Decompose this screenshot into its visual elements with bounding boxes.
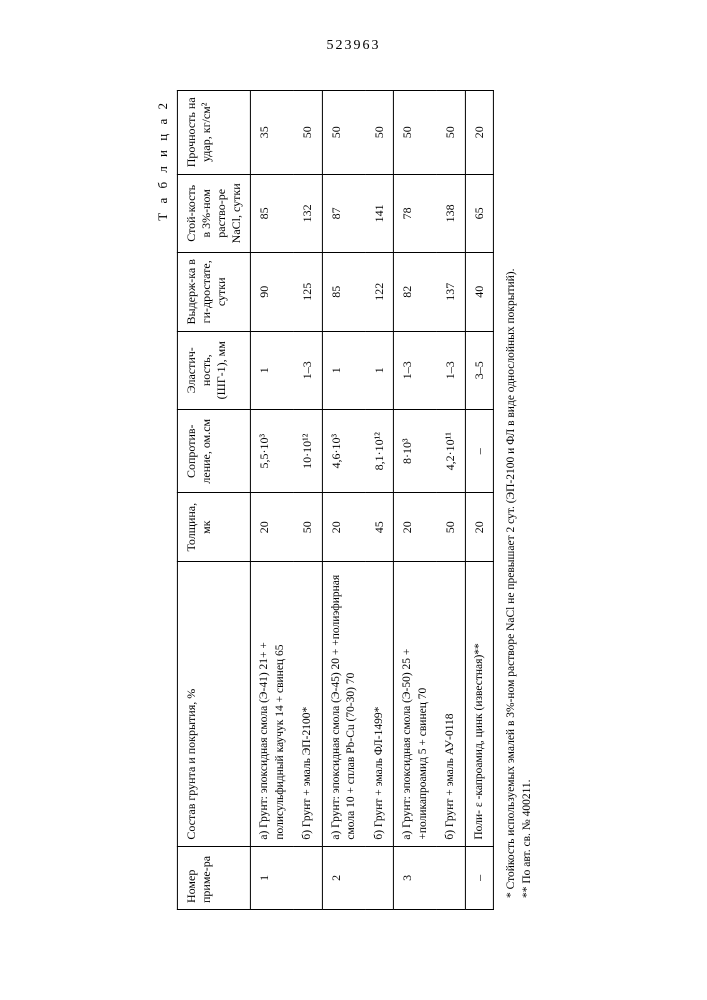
impact-cell: 50	[322, 91, 366, 175]
footnote-2: ** По авт. св. № 400211.	[520, 90, 536, 898]
impact-cell: 20	[465, 91, 494, 175]
impact-cell: 50	[437, 91, 465, 175]
example-number: 1	[250, 846, 322, 909]
col-header-thickness: Толщина, мк	[177, 493, 250, 561]
elasticity-cell: 1–3	[394, 331, 438, 409]
col-header-nacl: Стой-кость в 3%-ном раство-ре NaCl, сутк…	[177, 174, 250, 252]
example-number: 2	[322, 846, 394, 909]
thickness-cell: 20	[394, 493, 438, 561]
data-table: Номер приме-ра Состав грунта и покрытия,…	[177, 90, 494, 910]
page-number: 523963	[327, 38, 381, 54]
resistance-cell: 10·10¹²	[294, 409, 322, 493]
col-header-hydrostat: Выдерж-ка в ги-дростате, сутки	[177, 253, 250, 331]
example-number: 3	[394, 846, 466, 909]
nacl-cell: 87	[322, 174, 366, 252]
rotated-content: Т а б л и ц а 2 Номер приме-ра Состав гр…	[155, 90, 535, 910]
resistance-cell: 8·10³	[394, 409, 438, 493]
elasticity-cell: 1–3	[294, 331, 322, 409]
hydrostat-cell: 90	[250, 253, 294, 331]
resistance-cell: 4,2·10¹¹	[437, 409, 465, 493]
elasticity-cell: 1	[250, 331, 294, 409]
col-header-resistance: Сопротив-ление, ом.см	[177, 409, 250, 493]
composition-cell: б) Грунт + эмаль ЭП-2100*	[294, 561, 322, 846]
composition-cell: а) Грунт: эпоксидная смола (Э-41) 21+ + …	[250, 561, 294, 846]
col-header-composition: Состав грунта и покрытия, %	[177, 561, 250, 846]
composition-cell: б) Грунт + эмаль АУ-0118	[437, 561, 465, 846]
resistance-cell: 4,6·10³	[322, 409, 366, 493]
hydrostat-cell: 82	[394, 253, 438, 331]
composition-cell: б) Грунт + эмаль ФЛ-1499*	[365, 561, 393, 846]
impact-cell: 50	[294, 91, 322, 175]
example-number: –	[465, 846, 494, 909]
nacl-cell: 138	[437, 174, 465, 252]
nacl-cell: 85	[250, 174, 294, 252]
hydrostat-cell: 85	[322, 253, 366, 331]
thickness-cell: 20	[250, 493, 294, 561]
thickness-cell: 45	[365, 493, 393, 561]
nacl-cell: 132	[294, 174, 322, 252]
nacl-cell: 78	[394, 174, 438, 252]
composition-cell: а) Грунт: эпоксидная смола (Э-45) 20 + +…	[322, 561, 366, 846]
nacl-cell: 65	[465, 174, 494, 252]
thickness-cell: 20	[322, 493, 366, 561]
col-header-elasticity: Эластич-ность, (ШГ-1), мм	[177, 331, 250, 409]
composition-cell: а) Грунт: эпоксидная смола (Э-50) 25 + +…	[394, 561, 438, 846]
thickness-cell: 50	[294, 493, 322, 561]
hydrostat-cell: 122	[365, 253, 393, 331]
impact-cell: 50	[394, 91, 438, 175]
elasticity-cell: 1	[365, 331, 393, 409]
resistance-cell: –	[465, 409, 494, 493]
impact-cell: 50	[365, 91, 393, 175]
elasticity-cell: 3–5	[465, 331, 494, 409]
elasticity-cell: 1	[322, 331, 366, 409]
nacl-cell: 141	[365, 174, 393, 252]
composition-cell: Поли- ε -капроамид, цинк (известная)**	[465, 561, 494, 846]
thickness-cell: 50	[437, 493, 465, 561]
hydrostat-cell: 125	[294, 253, 322, 331]
resistance-cell: 8,1·10¹²	[365, 409, 393, 493]
col-header-num: Номер приме-ра	[177, 846, 250, 909]
hydrostat-cell: 137	[437, 253, 465, 331]
resistance-cell: 5,5·10³	[250, 409, 294, 493]
hydrostat-cell: 40	[465, 253, 494, 331]
footnotes-block: * Стойкость используемых эмалей в 3%-ном…	[504, 90, 535, 910]
thickness-cell: 20	[465, 493, 494, 561]
table-label: Т а б л и ц а 2	[155, 90, 171, 910]
footnote-1: * Стойкость используемых эмалей в 3%-ном…	[504, 90, 520, 898]
impact-cell: 35	[250, 91, 294, 175]
elasticity-cell: 1–3	[437, 331, 465, 409]
col-header-impact: Прочность на удар, кг/см²	[177, 91, 250, 175]
